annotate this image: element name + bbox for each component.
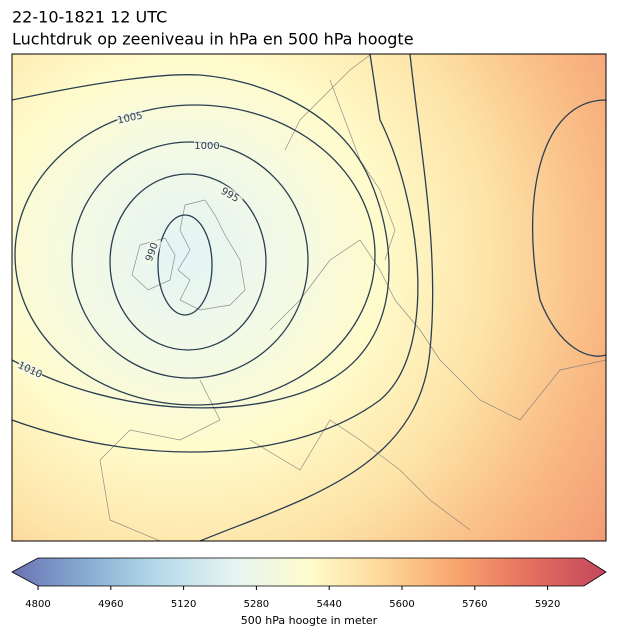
contour-label-bg [194,140,220,152]
colorbar-label: 500 hPa hoogte in meter [241,614,378,627]
map-time: 22-10-1821 12 UTC [12,8,167,27]
colorbar-tick-label: 5280 [244,599,269,610]
map [12,54,606,541]
colorbar [11,557,607,587]
map-frame [11,53,607,542]
colorbar-tick-label: 5120 [171,599,196,610]
isobars [12,54,606,541]
colorbar-tick-label: 5760 [462,599,487,610]
colorbar-tick-label: 4800 [25,599,50,610]
contour-label: 1000 [194,141,219,152]
colorbar-tick-label: 5600 [389,599,414,610]
colorbar-tick-label: 5920 [535,599,560,610]
contour-label: 1005 [117,110,144,126]
contour-label-bg [215,183,245,207]
colorbar-tick-label: 4960 [98,599,123,610]
map-title: Luchtdruk op zeeniveau in hPa en 500 hPa… [12,30,414,49]
contour-label-bg [141,237,163,267]
contour-label-bg [15,359,45,381]
colorbar-tick-label: 5440 [316,599,341,610]
contour-label-bg [116,109,144,127]
